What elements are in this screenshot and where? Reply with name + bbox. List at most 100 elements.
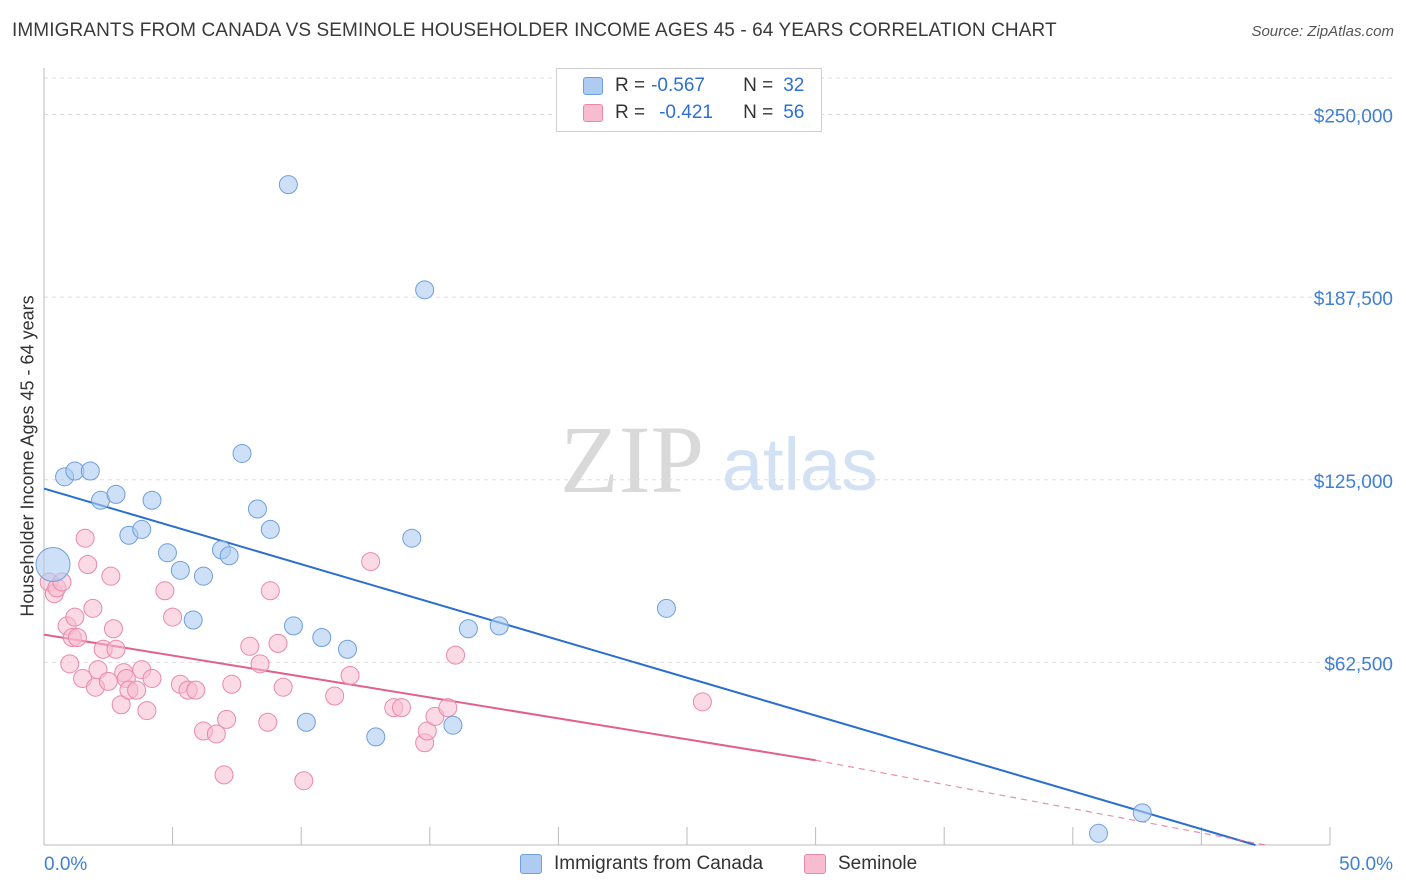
point-canada (170, 560, 190, 580)
legend-swatch-seminole (583, 104, 603, 122)
point-seminole (325, 686, 345, 706)
point-canada (142, 490, 162, 510)
correlation-legend: R = -0.567 N = 32 R = -0.421 N = 56 (556, 68, 822, 132)
bottom-legend-label-canada: Immigrants from Canada (554, 853, 764, 874)
point-canada (402, 528, 422, 548)
point-canada (247, 499, 267, 519)
point-canada (35, 546, 71, 582)
legend-row-seminole: R = -0.421 N = 56 (583, 101, 804, 125)
watermark-zip: ZIP (560, 406, 704, 513)
x-tick-label-min: 0.0% (44, 854, 87, 875)
point-seminole (67, 628, 87, 648)
y-tick-label: $62,500 (1324, 654, 1393, 675)
data-points (35, 175, 1152, 843)
point-seminole (75, 528, 95, 548)
axis-labels: $62,500 $125,000 $187,500 $250,000 0.0% 50.0% (44, 107, 1393, 875)
grid-lines (44, 77, 1395, 663)
point-seminole (438, 698, 458, 718)
point-canada (183, 610, 203, 630)
point-seminole (294, 771, 314, 791)
point-canada (337, 639, 357, 659)
point-seminole (206, 724, 226, 744)
point-seminole (258, 712, 278, 732)
point-canada (1132, 803, 1152, 823)
point-canada (283, 616, 303, 636)
point-canada (157, 543, 177, 563)
point-canada (219, 546, 239, 566)
point-seminole (217, 709, 237, 729)
point-canada (458, 619, 478, 639)
point-seminole (155, 581, 175, 601)
legend-n-label: N = (743, 75, 774, 96)
bottom-legend-swatch-canada (520, 854, 542, 874)
point-canada (366, 727, 386, 747)
point-seminole (417, 721, 437, 741)
point-canada (260, 519, 280, 539)
point-seminole (392, 698, 412, 718)
point-seminole (78, 554, 98, 574)
legend-r-label: R = (615, 75, 646, 96)
point-seminole (692, 692, 712, 712)
legend-swatch-canada (583, 77, 603, 95)
point-seminole (142, 668, 162, 688)
point-canada (278, 175, 298, 195)
point-seminole (186, 680, 206, 700)
point-seminole (250, 654, 270, 674)
point-seminole (111, 695, 131, 715)
chart-source: Source: ZipAtlas.com (1251, 23, 1394, 40)
point-seminole (446, 645, 466, 665)
point-canada (443, 715, 463, 735)
point-canada (80, 461, 100, 481)
point-seminole (240, 636, 260, 656)
point-canada (1089, 823, 1109, 843)
point-seminole (103, 619, 123, 639)
trend-line-seminole-extension (815, 759, 1266, 846)
point-canada (656, 598, 676, 618)
point-canada (106, 484, 126, 504)
legend-r-label: R = (615, 102, 646, 123)
point-canada (312, 628, 332, 648)
point-seminole (163, 607, 183, 627)
point-canada (415, 280, 435, 300)
point-canada (489, 616, 509, 636)
legend-row-canada: R = -0.567 N = 32 (583, 74, 804, 98)
point-seminole (127, 680, 147, 700)
watermark: ZIP atlas (560, 406, 878, 513)
legend-r-value: -0.421 (659, 102, 713, 123)
trend-line-canada (43, 487, 1256, 846)
point-seminole (260, 581, 280, 601)
point-seminole (340, 666, 360, 686)
point-canada (232, 443, 252, 463)
point-seminole (273, 677, 293, 697)
trend-lines (43, 487, 1266, 846)
legend-n-value: 32 (783, 75, 805, 96)
trend-line-seminole (43, 633, 816, 762)
point-canada (132, 519, 152, 539)
y-axis-label: Householder Income Ages 45 - 64 years (17, 295, 38, 617)
bottom-legend-label-seminole: Seminole (838, 853, 918, 874)
axes (43, 68, 1331, 846)
point-seminole (106, 639, 126, 659)
point-seminole (60, 654, 80, 674)
bottom-legend-seminole: Seminole (804, 851, 917, 877)
point-seminole (137, 701, 157, 721)
point-seminole (361, 552, 381, 572)
point-seminole (222, 674, 242, 694)
point-canada (296, 712, 316, 732)
bottom-legend-canada: Immigrants from Canada (520, 851, 763, 877)
point-seminole (83, 598, 103, 618)
chart-title: IMMIGRANTS FROM CANADA VS SEMINOLE HOUSE… (12, 20, 1057, 41)
x-tick-label-max: 50.0% (1339, 854, 1393, 875)
point-seminole (214, 765, 234, 785)
point-canada (193, 566, 213, 586)
bottom-legend-swatch-seminole (804, 854, 826, 874)
point-seminole (65, 607, 85, 627)
y-tick-label: $187,500 (1314, 289, 1393, 310)
watermark-atlas: atlas (722, 423, 878, 506)
y-tick-label: $250,000 (1314, 107, 1393, 128)
y-tick-label: $125,000 (1314, 472, 1393, 493)
point-seminole (101, 566, 121, 586)
legend-n-label: N = (743, 102, 774, 123)
point-seminole (268, 633, 288, 653)
